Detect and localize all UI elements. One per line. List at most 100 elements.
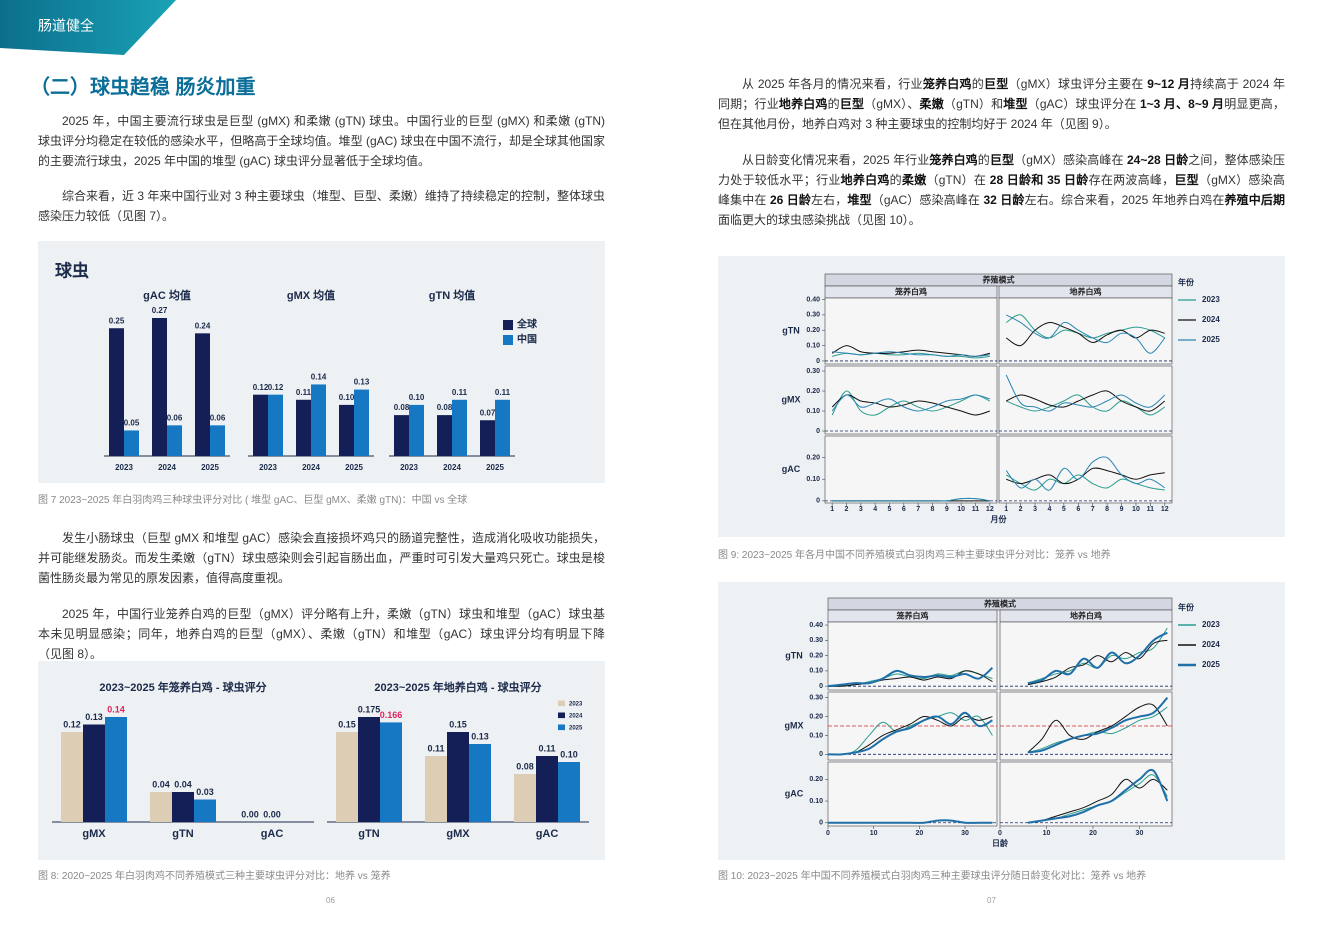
bold-text: 32 日龄: [983, 193, 1025, 207]
y-tick-label: 0.30: [806, 312, 820, 319]
x-tick-label: gMX: [82, 828, 106, 840]
y-tick-label: 0.40: [809, 622, 823, 629]
value-label: 0.13: [85, 712, 103, 722]
legend-label: 2023: [1202, 295, 1220, 304]
text-run: （gMX）球虫评分主要在: [1008, 77, 1148, 91]
legend-swatch: [558, 724, 565, 731]
x-tick-label: 9: [945, 506, 949, 513]
panel: [827, 621, 998, 691]
x-tick-label: 2025: [201, 463, 219, 472]
bold-text: 堆型: [1003, 97, 1028, 111]
value-label: 0.04: [152, 779, 170, 789]
x-tick-label: 3: [859, 506, 863, 513]
x-tick-label: 2: [845, 506, 849, 513]
value-label: 0.11: [296, 388, 312, 397]
panel: [999, 761, 1173, 827]
legend-label: 2024: [569, 714, 583, 720]
x-tick-label: gTN: [358, 828, 379, 840]
paragraph: 2025 年，中国主要流行球虫是巨型 (gMX) 和柔嫩 (gTN) 球虫。中国…: [38, 111, 605, 171]
series-line: [1005, 314, 1166, 339]
x-tick-label: 6: [902, 506, 906, 513]
x-tick-label: 10: [1043, 830, 1051, 837]
bold-text: 巨型: [989, 153, 1015, 167]
value-label: 0.11: [495, 388, 511, 397]
page-number: 07: [987, 896, 996, 905]
value-label: 0.03: [196, 787, 214, 797]
page-number: 06: [326, 896, 335, 905]
bar: [268, 394, 283, 456]
text-run: 的: [889, 173, 902, 187]
y-tick-label: 0.10: [809, 798, 823, 805]
x-axis-label: 月份: [990, 514, 1008, 524]
bold-text: 地养白鸡: [778, 97, 828, 111]
bar: [172, 792, 194, 822]
bold-text: 柔嫩: [901, 173, 927, 187]
panel: [824, 435, 998, 504]
header-tab: [0, 0, 176, 55]
series-line: [828, 819, 993, 824]
x-tick-label: 8: [931, 506, 935, 513]
bar: [358, 717, 380, 822]
value-label: 0.11: [538, 743, 555, 753]
y-tick-label: 0: [819, 683, 823, 690]
panel-title: gAC 均值: [143, 288, 191, 302]
value-label: 0.00: [241, 809, 259, 819]
legend-label: 全球: [516, 318, 538, 331]
x-tick-label: 10: [957, 506, 965, 513]
series-line: [827, 667, 994, 688]
value-label: 0.11: [427, 743, 444, 753]
bold-text: 柔嫩: [919, 97, 944, 111]
bar: [124, 430, 139, 456]
legend-swatch: [503, 320, 513, 330]
text-run: （gAC）感染高峰在: [871, 193, 984, 207]
value-label: 0.15: [449, 719, 467, 729]
text-run: 之间，整体感染压力处于较低水平；行业: [718, 153, 1285, 187]
x-tick-label: 1: [1004, 506, 1008, 513]
value-label: 0.04: [174, 779, 192, 789]
text-run: 面临更大的球虫感染挑战（见图 10）。: [718, 213, 921, 227]
x-tick-label: 10: [1132, 506, 1140, 513]
x-tick-label: 20: [915, 830, 923, 837]
header-tab-text: 肠道健全: [38, 18, 94, 34]
x-tick-label: 5: [1062, 506, 1066, 513]
value-label: 0.07: [480, 408, 496, 417]
x-tick-label: gMX: [446, 828, 470, 840]
text-run: 左右。综合来看，2025 年地养白鸡在: [1024, 193, 1225, 207]
x-tick-label: 2024: [158, 463, 176, 472]
bold-text: 巨型: [1174, 173, 1199, 187]
value-label: 0.11: [452, 388, 468, 397]
bold-text: 笼养白鸡: [929, 153, 978, 167]
x-tick-label: 9: [1120, 506, 1124, 513]
value-label: 0.14: [311, 373, 327, 382]
panel-title: 2023~2025 年笼养白鸡 - 球虫评分: [99, 680, 266, 694]
text-run: 发生小肠球虫（巨型 gMX 和堆型 gAC）感染会直接损坏鸡只的肠道完整性，造成…: [38, 531, 605, 585]
legend-label: 2025: [1202, 335, 1220, 344]
value-label: 0.27: [152, 306, 168, 315]
value-label: 0.24: [195, 321, 211, 330]
text-run: 左右，: [811, 193, 848, 207]
series-line: [1027, 631, 1168, 685]
paragraph: 综合来看，近 3 年来中国行业对 3 种主要球虫（堆型、巨型、柔嫩）维持了持续稳…: [38, 186, 605, 226]
bar: [394, 415, 409, 456]
text-run: 持续高于 2024 年同期；行业: [718, 77, 1285, 111]
bold-text: 巨型: [984, 77, 1009, 91]
x-axis-label: 日龄: [992, 838, 1009, 848]
series-line: [1005, 314, 1166, 354]
value-label: 0.12: [268, 383, 284, 392]
panel-title: gTN 均值: [429, 288, 475, 302]
value-label: 0.08: [516, 761, 534, 771]
text-run: （gAC）球虫评分在: [1027, 97, 1140, 111]
x-tick-label: 30: [1136, 830, 1144, 837]
bar: [380, 722, 402, 822]
text-run: （gMX）感染高峰在: [1014, 153, 1127, 167]
text-run: 存在两波高峰，: [1088, 173, 1175, 187]
value-label: 0.05: [124, 419, 140, 428]
figure-card: [38, 661, 605, 860]
x-tick-label: gAC: [536, 828, 559, 840]
x-tick-label: 4: [873, 506, 877, 513]
column-title: 地养白鸡: [1070, 287, 1102, 297]
y-tick-label: 0.10: [809, 732, 823, 739]
y-tick-label: 0.40: [806, 296, 820, 303]
bar: [354, 389, 369, 456]
value-label: 0.08: [437, 403, 453, 412]
